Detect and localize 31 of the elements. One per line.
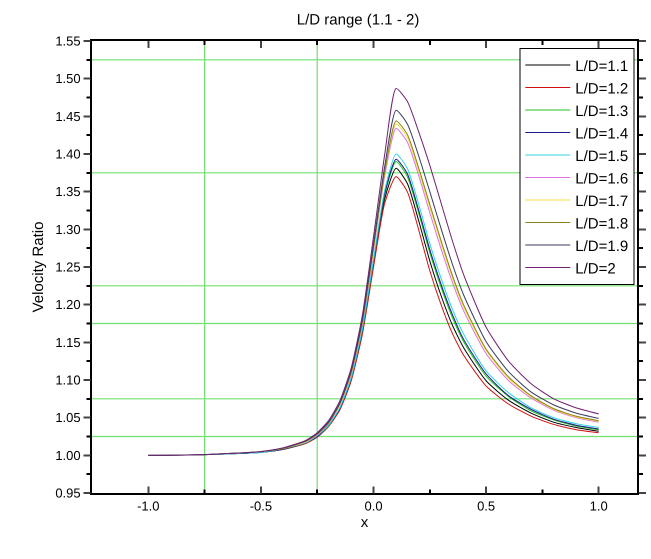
legend-label: L/D=2 — [575, 260, 616, 278]
x-tick-label: 0.5 — [477, 498, 496, 514]
y-tick-label: 1.55 — [55, 34, 81, 49]
y-tick-label: 1.50 — [55, 71, 81, 86]
y-tick-label: 1.35 — [55, 184, 81, 200]
y-axis-title: Velocity Ratio — [30, 222, 48, 312]
legend-label: L/D=1.6 — [575, 170, 628, 188]
legend-label: L/D=1.3 — [575, 102, 628, 120]
x-tick-label: -1.0 — [137, 498, 160, 514]
y-tick-label: 0.95 — [55, 486, 81, 501]
x-axis-title: x — [360, 514, 369, 531]
y-tick-label: 1.05 — [55, 410, 81, 426]
y-tick-label: 1.20 — [55, 297, 81, 312]
legend-label: L/D=1.4 — [575, 125, 628, 142]
x-tick-label: -0.5 — [250, 498, 272, 514]
x-tick-label: 1.0 — [590, 498, 608, 514]
y-tick-label: 1.00 — [55, 448, 81, 463]
y-tick-label: 1.30 — [55, 222, 81, 237]
y-tick-label: 1.40 — [55, 146, 81, 162]
legend-label: L/D=1.8 — [575, 215, 628, 232]
y-tick-label: 1.15 — [55, 334, 81, 350]
y-tick-label: 1.10 — [55, 372, 81, 388]
chart-title: L/D range (1.1 - 2) — [296, 11, 420, 28]
y-tick-label: 1.45 — [55, 108, 81, 124]
legend-label: L/D=1.7 — [575, 192, 628, 210]
legend-label: L/D=1.5 — [575, 148, 628, 165]
x-tick-label: 0.0 — [364, 498, 383, 514]
y-tick-label: 1.25 — [55, 260, 81, 275]
legend-label: L/D=1.9 — [575, 238, 628, 255]
legend-label: L/D=1.1 — [575, 58, 628, 75]
legend-label: L/D=1.2 — [575, 80, 628, 98]
